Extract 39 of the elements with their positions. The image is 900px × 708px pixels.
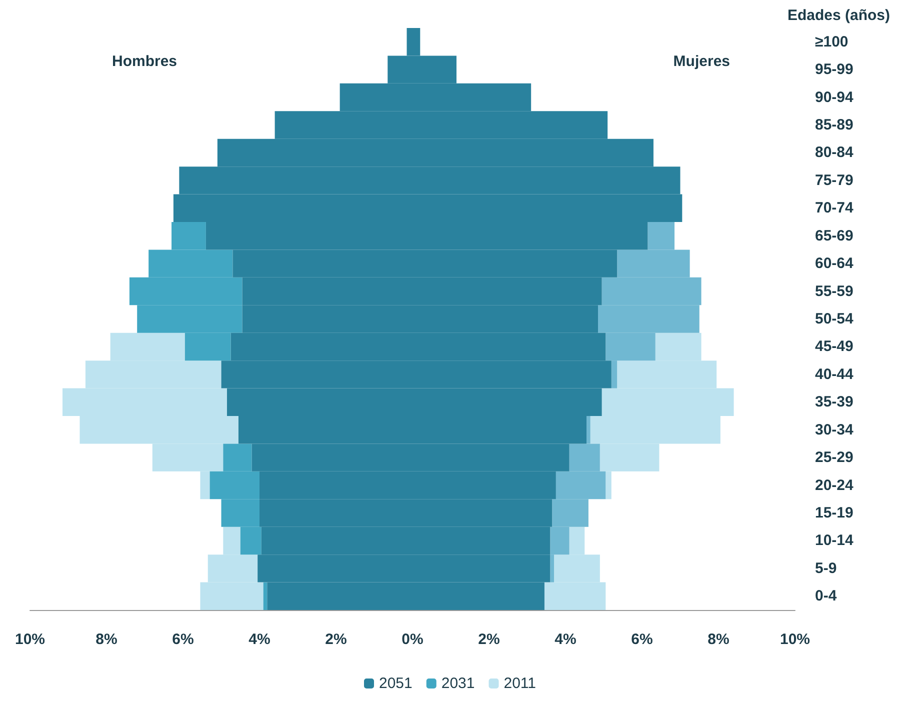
y-tick-label: 5-9: [815, 560, 837, 577]
y-tick-label: 40-44: [815, 366, 854, 383]
annotation: Mujeres: [673, 53, 730, 70]
y-tick-label: 80-84: [815, 144, 854, 162]
y-tick-label: 70-74: [815, 200, 854, 217]
x-tick-label: 10%: [780, 631, 810, 648]
y-tick-label: ≥100: [815, 33, 848, 50]
y-tick-label: 0-4: [815, 588, 838, 605]
legend-label: 2031: [441, 675, 475, 692]
y-tick-label: 60-64: [815, 255, 854, 272]
x-tick-label: 2%: [325, 631, 347, 648]
bar: [263, 582, 268, 610]
y-tick-label: 25-29: [815, 449, 854, 466]
y-tick-label: 20-24: [815, 476, 854, 494]
x-tick-label: 8%: [708, 631, 730, 648]
y-tick-label: 55-59: [815, 282, 854, 300]
y-tick-label: 45-49: [815, 338, 854, 356]
x-tick-label: 6%: [172, 631, 194, 648]
y-tick-label: 90-94: [815, 88, 854, 106]
legend-label: 2051: [379, 675, 412, 692]
x-tick-label: 8%: [96, 631, 118, 648]
y-tick-label: 30-34: [815, 421, 854, 438]
x-tick-label: 2%: [478, 631, 500, 648]
y-tick-label: 50-54: [815, 310, 854, 328]
y-tick-label: 10-14: [815, 532, 854, 550]
y-tick-label: 75-79: [815, 172, 854, 189]
x-tick-label: 10%: [14, 631, 46, 648]
x-tick-label: 6%: [631, 631, 653, 648]
annotation: Hombres: [112, 53, 178, 70]
x-tick-label: 0%: [402, 631, 424, 648]
legend-label: 2011: [504, 675, 536, 692]
y-tick-label: 35-39: [815, 394, 854, 411]
x-tick-label: 4%: [554, 631, 576, 648]
y-tick-label: 85-89: [815, 116, 854, 134]
y-tick-label: 15-19: [815, 504, 854, 522]
y-tick-label: 65-69: [815, 227, 854, 244]
y-axis-title: Edades (años): [787, 7, 890, 24]
x-tick-label: 4%: [248, 631, 270, 648]
y-tick-label: 95-99: [815, 61, 854, 78]
